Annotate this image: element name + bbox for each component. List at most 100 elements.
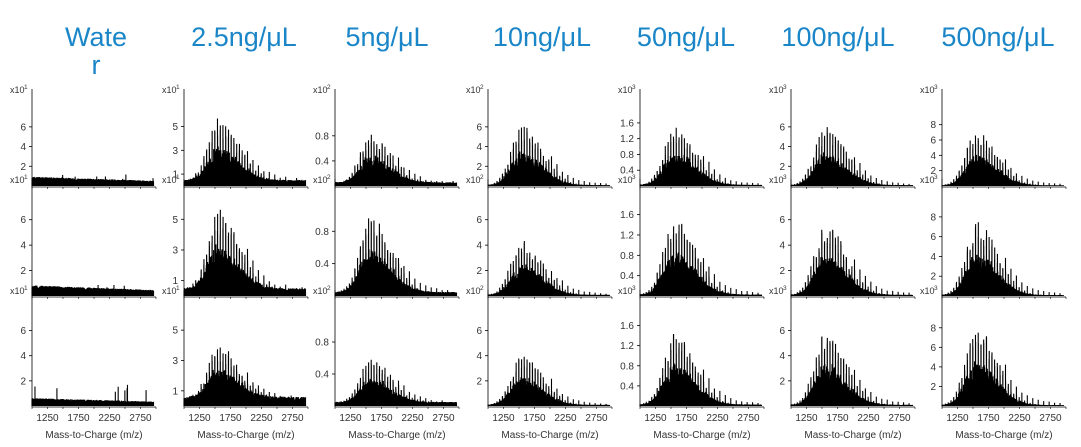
y-exponent-label: x10 (618, 286, 633, 296)
y-exponent-label: x10 (769, 175, 784, 185)
x-tick-label: 2250 (554, 413, 577, 424)
y-exponent-superscript: 1 (24, 174, 28, 181)
x-axis-label: Mass-to-Charge (m/z) (955, 430, 1052, 441)
spectrum-trace (639, 127, 763, 186)
y-tick-label: 2 (779, 376, 785, 387)
spectrum-trace (487, 240, 611, 296)
x-tick-label: 1750 (675, 413, 698, 424)
x-tick-label: 2750 (1039, 413, 1062, 424)
y-exponent-superscript: 1 (24, 84, 28, 91)
y-tick-label: 4 (476, 351, 482, 362)
spectrum-trace (183, 347, 307, 406)
y-exponent-superscript: 1 (176, 174, 180, 181)
y-tick-label: 6 (20, 122, 26, 133)
y-exponent-label: x10 (618, 175, 633, 185)
y-tick-label: 4 (930, 151, 936, 162)
y-tick-label: 0.4 (620, 271, 634, 282)
x-tick-label: 1750 (977, 413, 1000, 424)
y-exponent-label: x10 (466, 85, 481, 95)
y-tick-label: 6 (779, 122, 785, 133)
x-tick-label: 2750 (585, 413, 608, 424)
y-tick-label: 0.8 (315, 131, 329, 142)
spectrum-trace (941, 332, 1065, 406)
y-tick-label: 2 (476, 162, 482, 173)
y-tick-label: 1.6 (620, 118, 634, 129)
y-exponent-superscript: 2 (480, 285, 484, 292)
y-tick-label: 0.8 (620, 150, 634, 161)
y-tick-label: 8 (930, 212, 936, 223)
y-tick-label: 4 (779, 241, 785, 252)
spectrum-trace (941, 222, 1065, 296)
y-tick-label: 3 (172, 356, 178, 367)
x-tick-label: 2750 (888, 413, 911, 424)
column-title: 50ng/μL (637, 22, 735, 52)
y-tick-label: 2 (20, 376, 26, 387)
y-exponent-label: x10 (162, 286, 177, 296)
y-exponent-label: x10 (10, 85, 25, 95)
x-tick-label: 1750 (370, 413, 393, 424)
y-tick-label: 2 (20, 162, 26, 173)
y-exponent-superscript: 3 (783, 174, 787, 181)
column-title: 5ng/μL (345, 22, 428, 52)
y-exponent-superscript: 3 (934, 84, 938, 91)
x-tick-label: 1750 (67, 413, 90, 424)
y-tick-label: 1.2 (620, 134, 634, 145)
y-tick-label: 5 (172, 215, 178, 226)
spectrum-trace (487, 356, 611, 406)
y-tick-label: 1.6 (620, 210, 634, 221)
x-tick-label: 1250 (492, 413, 515, 424)
y-exponent-superscript: 3 (934, 285, 938, 292)
y-exponent-label: x10 (313, 175, 328, 185)
y-tick-label: 6 (20, 326, 26, 337)
spectrum-panel: x10 20.40.8 (313, 174, 460, 299)
y-exponent-superscript: 2 (480, 84, 484, 91)
y-exponent-superscript: 1 (176, 285, 180, 292)
y-tick-label: 6 (20, 215, 26, 226)
y-exponent-label: x10 (466, 175, 481, 185)
x-axis-label: Mass-to-Charge (m/z) (501, 430, 598, 441)
y-exponent-label: x10 (10, 286, 25, 296)
y-tick-label: 1.2 (620, 341, 634, 352)
x-tick-label: 1250 (188, 413, 211, 424)
x-axis-label: Mass-to-Charge (m/z) (45, 430, 142, 441)
x-tick-label: 2250 (706, 413, 729, 424)
spectrum-trace (31, 284, 155, 296)
x-axis-label: Mass-to-Charge (m/z) (348, 430, 445, 441)
column-title: 100ng/μL (781, 22, 894, 52)
y-tick-label: 2 (20, 266, 26, 277)
spectrum-trace (639, 223, 763, 296)
column-title: 2.5ng/μL (191, 22, 297, 52)
y-tick-label: 0.8 (315, 227, 329, 238)
y-exponent-superscript: 3 (632, 84, 636, 91)
spectrum-panel: x10 30.40.81.21.6 (618, 84, 765, 189)
y-exponent-label: x10 (920, 175, 935, 185)
y-tick-label: 2 (930, 272, 936, 283)
x-tick-label: 1250 (339, 413, 362, 424)
y-tick-label: 6 (476, 326, 482, 337)
x-tick-label: 1750 (826, 413, 849, 424)
x-tick-label: 2250 (857, 413, 880, 424)
y-tick-label: 6 (476, 215, 482, 226)
y-tick-label: 0.4 (315, 156, 329, 167)
spectrum-trace (790, 229, 914, 296)
y-tick-label: 4 (20, 351, 26, 362)
y-exponent-superscript: 3 (934, 174, 938, 181)
y-exponent-superscript: 1 (24, 285, 28, 292)
y-tick-label: 1 (172, 386, 178, 397)
y-tick-label: 2 (476, 266, 482, 277)
spectrum-trace (183, 209, 307, 296)
y-exponent-label: x10 (313, 85, 328, 95)
spectrum-panel: x10 3 2 4 6 1250 1750 2250 2750 Mass-to-Charge (m… (769, 285, 916, 441)
spectrum-trace (790, 336, 914, 406)
y-exponent-superscript: 2 (480, 174, 484, 181)
y-exponent-superscript: 3 (783, 285, 787, 292)
spectrum-trace (31, 384, 155, 406)
